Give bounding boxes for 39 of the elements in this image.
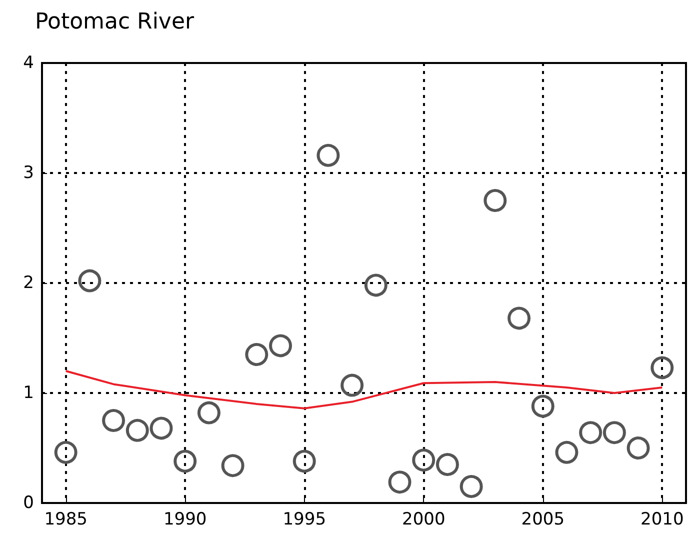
x-tick-label: 1995 <box>282 510 326 530</box>
point <box>579 421 602 444</box>
point <box>460 475 483 498</box>
point <box>174 450 197 473</box>
point <box>54 440 78 464</box>
point <box>650 356 674 380</box>
point <box>364 274 388 297</box>
point <box>221 454 244 478</box>
point <box>508 306 531 330</box>
point <box>484 189 507 212</box>
y-tick-label: 2 <box>23 273 34 293</box>
point <box>102 409 126 432</box>
point <box>340 374 364 397</box>
point <box>412 448 436 472</box>
point <box>126 418 149 442</box>
point <box>626 436 650 460</box>
point <box>602 421 626 444</box>
x-tick-label: 1985 <box>44 510 88 530</box>
chart-title: Potomac River <box>35 10 195 34</box>
y-tick-label: 1 <box>23 383 34 403</box>
point <box>78 269 102 292</box>
y-tick-label: 0 <box>23 493 34 513</box>
x-tick-label: 1990 <box>163 510 207 530</box>
x-tick-label: 2005 <box>521 510 565 530</box>
y-tick-label: 3 <box>23 163 34 183</box>
point <box>531 394 554 418</box>
point <box>436 453 459 476</box>
point <box>388 470 412 494</box>
x-tick-label: 2000 <box>402 510 446 530</box>
point <box>292 450 316 473</box>
point <box>197 401 220 424</box>
line-series <box>64 370 664 410</box>
point <box>316 144 340 167</box>
point <box>150 416 173 440</box>
point <box>245 343 268 366</box>
point <box>269 334 292 358</box>
point <box>555 440 578 464</box>
y-tick-label: 4 <box>23 53 34 73</box>
x-tick-label: 2010 <box>640 510 684 530</box>
